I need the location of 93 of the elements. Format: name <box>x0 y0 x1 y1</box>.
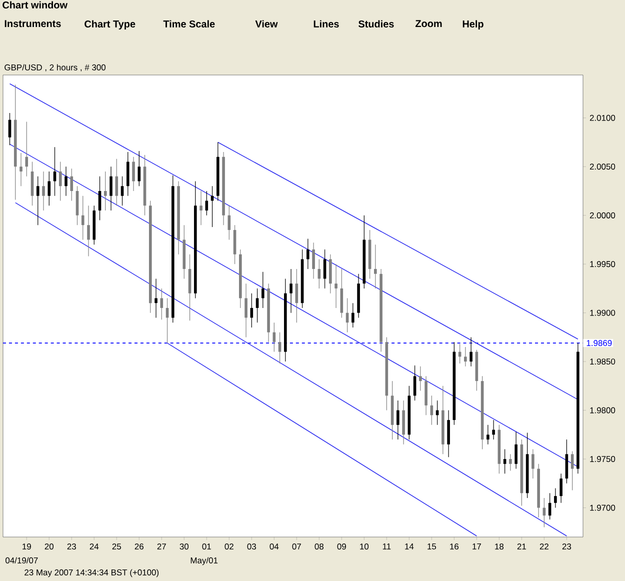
candlestick <box>104 171 107 211</box>
x-tick-label: 04 <box>270 544 279 550</box>
x-tick-label: 08 <box>314 544 324 550</box>
y-tick-label: 2.0100 <box>590 114 616 121</box>
x-tick-label: 03 <box>247 544 256 550</box>
candlestick <box>486 424 490 445</box>
x-tick-label: 21 <box>517 544 526 550</box>
candlestick <box>419 366 422 392</box>
candlestick <box>132 156 135 192</box>
text: Chart Type <box>84 20 136 30</box>
candlestick <box>554 488 557 508</box>
candlestick <box>560 473 562 504</box>
x-tick-label: 01 <box>202 544 211 550</box>
candlestick <box>200 190 202 226</box>
text: 04/19/07 <box>6 557 38 564</box>
x-tick-label: 22 <box>540 544 548 550</box>
x-tick-label: 10 <box>360 544 369 550</box>
ref-line-label: 1.9869 <box>586 340 612 346</box>
candlestick <box>228 205 231 240</box>
text: 23 May 2007 14:34:34 BST (+0100) <box>24 569 159 578</box>
candlestick <box>396 400 400 440</box>
candlestick <box>20 152 22 186</box>
x-tick-label: 24 <box>90 544 99 550</box>
text: Studies <box>358 20 394 28</box>
text: Zoom <box>416 20 442 28</box>
candlestick <box>509 454 512 472</box>
candlestick <box>374 244 377 289</box>
candlestick <box>470 336 472 367</box>
y-tick-label: 2.0050 <box>590 164 616 170</box>
x-tick-label: 02 <box>224 544 234 550</box>
y-tick-label: 1.9950 <box>590 261 616 268</box>
candlestick <box>115 158 118 206</box>
text: Time Scale <box>163 20 215 28</box>
candlestick <box>250 293 254 328</box>
x-tick-label: 23 <box>67 544 76 550</box>
x-tick-label: 18 <box>495 544 504 550</box>
candlestick <box>48 171 51 206</box>
y-tick-label: 1.9850 <box>590 358 616 365</box>
y-tick-label: 1.9900 <box>590 310 616 316</box>
candlestick <box>352 302 354 328</box>
x-tick-label: 30 <box>180 544 189 550</box>
candlestick <box>503 448 506 474</box>
x-tick-label: 16 <box>450 544 459 550</box>
x-tick-label: 27 <box>157 544 166 550</box>
y-tick-label: 2.0000 <box>590 212 616 218</box>
x-tick-label: 20 <box>44 544 54 550</box>
candlestick <box>42 171 45 211</box>
candlestick <box>160 288 164 320</box>
text: View <box>255 20 278 28</box>
candlestick <box>25 121 28 177</box>
x-tick-label: 09 <box>337 544 346 550</box>
candlestick <box>290 268 292 314</box>
x-tick-label: 11 <box>382 544 391 550</box>
candlestick <box>262 272 264 308</box>
candlestick <box>570 450 574 491</box>
text: May/01 <box>190 557 218 566</box>
x-tick-label: 26 <box>134 544 144 550</box>
x-tick-label: 14 <box>405 544 414 550</box>
candlestick <box>532 448 534 479</box>
candlestick <box>36 176 40 226</box>
candlestick <box>120 176 124 206</box>
chart-title: GBP/USD , 2 hours , # 300 <box>4 64 106 72</box>
x-tick-label: 17 <box>472 544 481 550</box>
x-tick-label: 25 <box>112 544 121 550</box>
candlestick <box>58 161 62 202</box>
candlestick <box>138 150 141 186</box>
y-tick-label: 1.9750 <box>590 456 616 462</box>
text: Chart window <box>2 1 68 9</box>
candlestick <box>514 431 518 470</box>
text: Help <box>462 20 484 30</box>
candlestick <box>334 264 338 308</box>
candlestick <box>278 332 282 364</box>
candlestick <box>70 168 74 202</box>
candlestick <box>87 205 90 257</box>
x-tick-label: 15 <box>428 544 436 550</box>
y-tick-label: 1.9700 <box>590 504 616 511</box>
x-tick-label: 07 <box>292 544 301 550</box>
candlestick <box>244 283 248 338</box>
text: Lines <box>314 20 339 28</box>
candlestick <box>205 190 208 216</box>
candlestick <box>306 238 310 270</box>
candlestick <box>464 346 467 367</box>
x-tick-label: 19 <box>22 544 31 550</box>
candlestick <box>81 196 84 240</box>
candlestick <box>154 278 158 318</box>
candlestick <box>64 166 68 196</box>
candlestick <box>256 288 259 323</box>
y-tick-label: 1.9800 <box>590 407 616 414</box>
candlestick <box>312 242 315 280</box>
candlestick <box>110 166 112 211</box>
text: Instruments <box>4 20 61 28</box>
candlestick <box>492 420 495 440</box>
x-tick-label: 23 <box>562 544 572 550</box>
